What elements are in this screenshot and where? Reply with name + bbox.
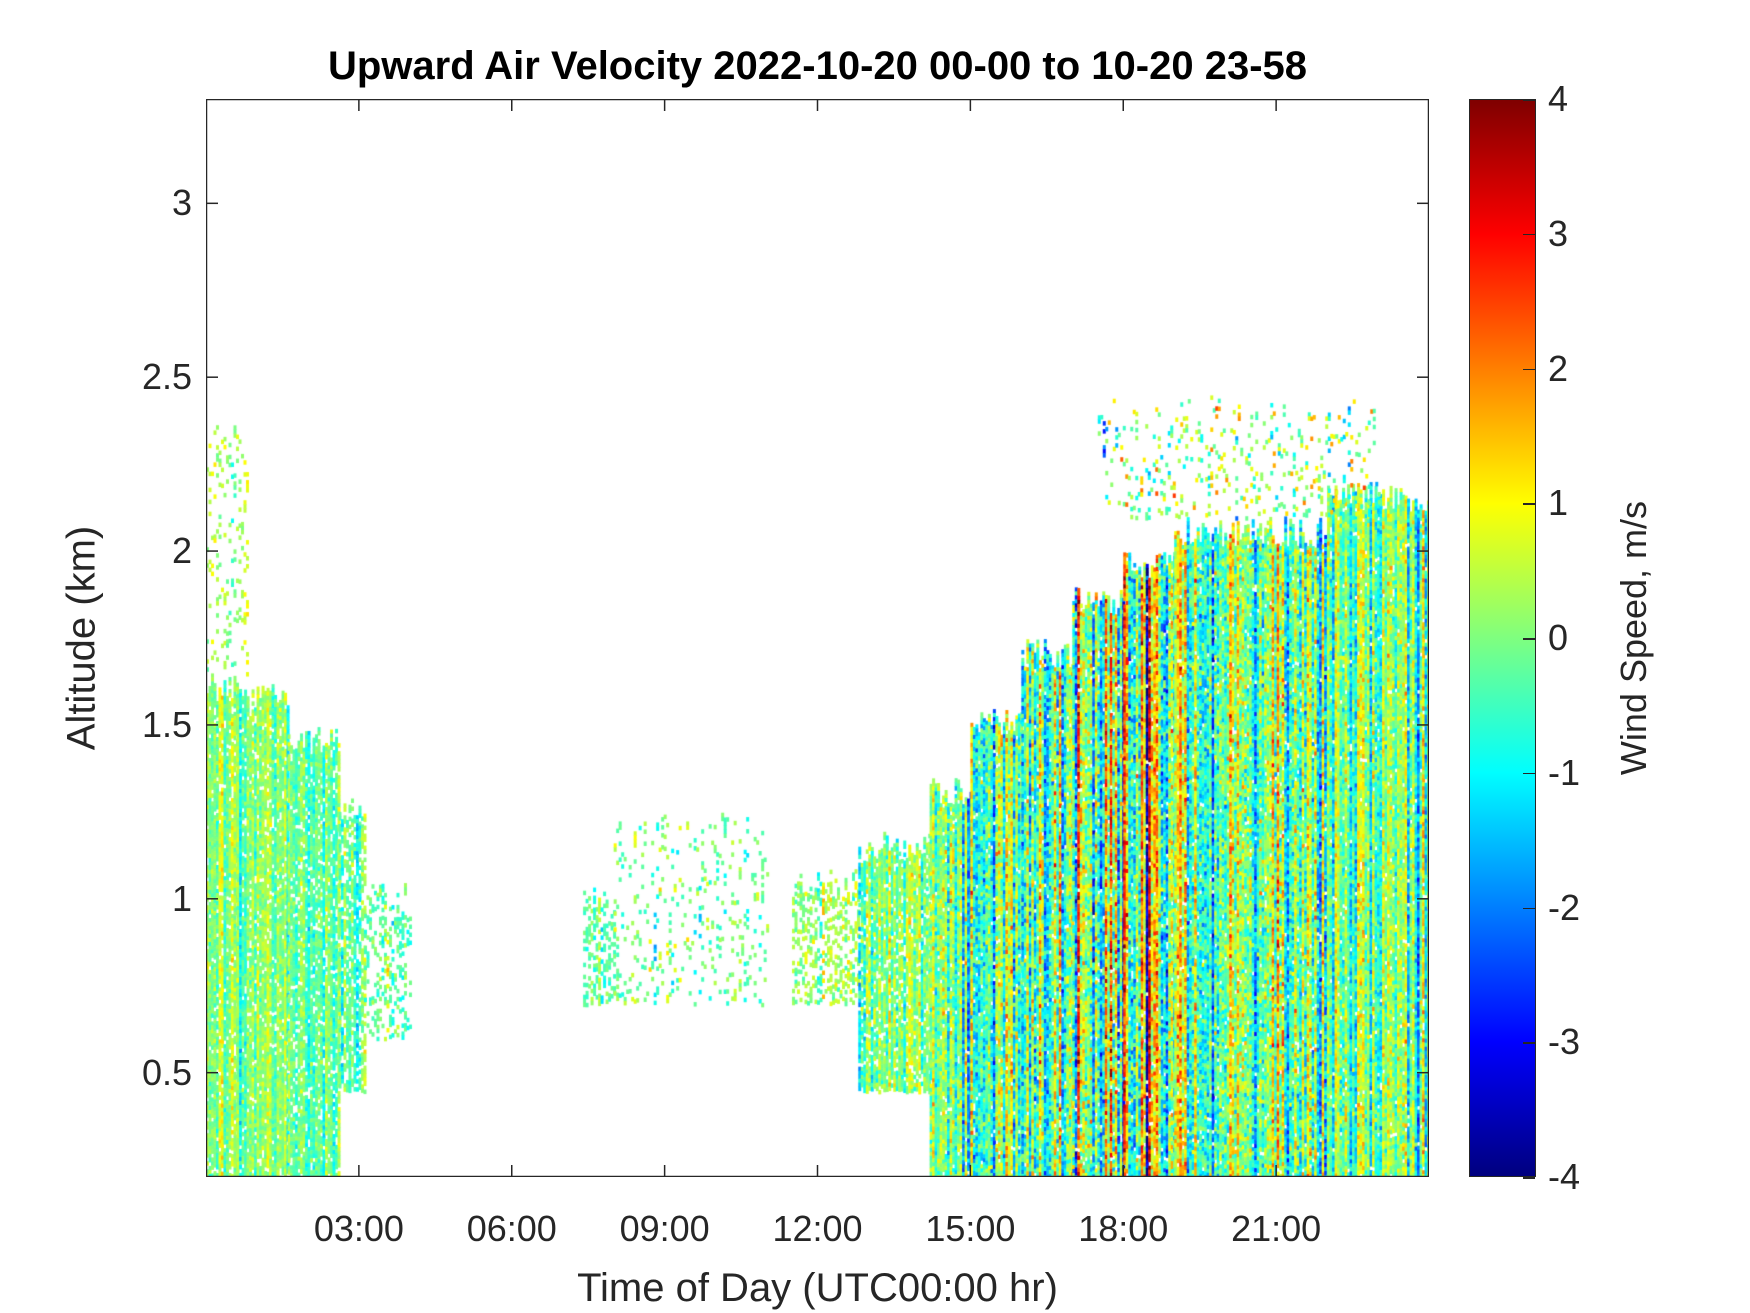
colorbar-tick (1523, 638, 1535, 640)
x-tick-label: 09:00 (619, 1208, 710, 1249)
x-tick-label: 06:00 (466, 1208, 557, 1249)
colorbar-tick-label: 0 (1548, 617, 1569, 658)
x-tick-label: 21:00 (1231, 1208, 1322, 1249)
colorbar-tick (1523, 233, 1535, 236)
colorbar-tick-label: 3 (1548, 212, 1569, 254)
colorbar-label: Wind Speed, m/s (1613, 500, 1654, 776)
chart-title: Upward Air Velocity 2022-10-20 00-00 to … (327, 44, 1308, 88)
axes-box (206, 99, 1429, 1177)
y-tick-label: 2.5 (141, 356, 192, 398)
colorbar-tick (1523, 1042, 1535, 1044)
colorbar-tick (1523, 368, 1535, 370)
colorbar-tick-label: -1 (1548, 751, 1581, 793)
colorbar-tick-label: -3 (1548, 1021, 1581, 1063)
colorbar-tick (1523, 907, 1535, 909)
colorbar-tick (1523, 503, 1535, 505)
colorbar-tick-label: 1 (1548, 482, 1569, 524)
colorbar-tick (1523, 772, 1535, 775)
y-tick-label: 1 (171, 877, 192, 919)
colorbar-tick (1523, 99, 1535, 101)
y-tick-label: 3 (171, 182, 192, 224)
colorbar-tick (1523, 1177, 1535, 1179)
heatmap-cells (206, 99, 1429, 1177)
axes-frame (206, 99, 1429, 1177)
y-tick-label: 0.5 (141, 1051, 192, 1093)
x-tick-label: 18:00 (1078, 1208, 1169, 1249)
colorbar-tick-label: 4 (1548, 78, 1569, 119)
x-tick-label: 12:00 (772, 1208, 863, 1249)
y-axis-label: Altitude (km) (59, 525, 104, 751)
colorbar-tick-label: 2 (1548, 347, 1569, 389)
y-tick-label: 1.5 (141, 703, 192, 745)
colorbar (1469, 99, 1536, 1179)
y-tick-label: 2 (171, 530, 192, 572)
colorbar-tick-label: -4 (1548, 1156, 1581, 1197)
x-axis-label: Time of Day (UTC00:00 hr) (577, 1266, 1058, 1310)
plot-area (206, 99, 1429, 1177)
x-tick-label: 15:00 (925, 1208, 1016, 1249)
colorbar-tick-label: -2 (1548, 886, 1581, 928)
x-tick-label: 03:00 (313, 1208, 404, 1249)
